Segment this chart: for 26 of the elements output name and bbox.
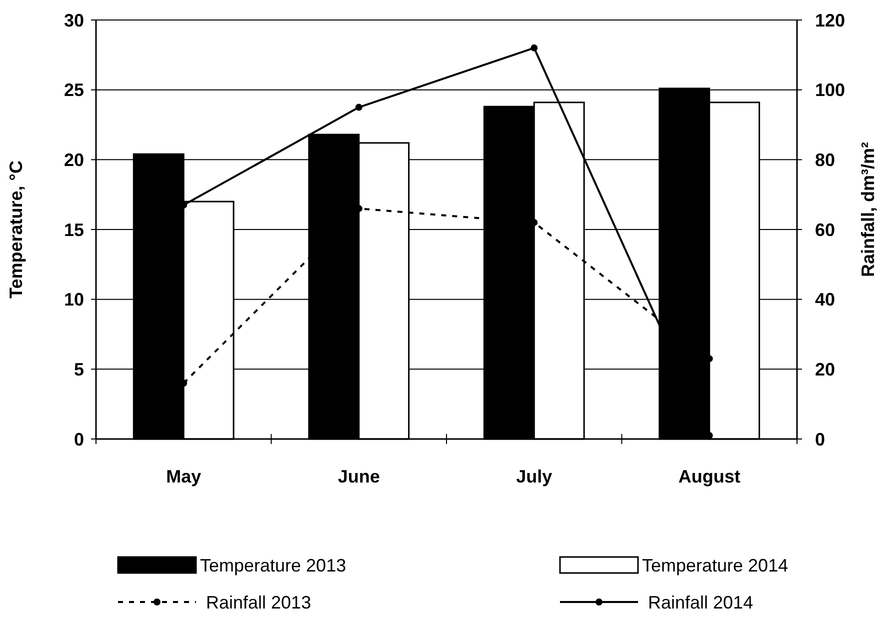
y-tick-label: 10 <box>64 290 84 310</box>
point <box>355 104 362 111</box>
y2-tick-label: 60 <box>815 220 836 240</box>
y2-tick-label: 40 <box>815 290 836 310</box>
y-tick-label: 25 <box>64 80 84 100</box>
legend-label: Temperature 2014 <box>642 555 788 576</box>
x-tick-label: July <box>516 466 552 486</box>
y-tick-label: 30 <box>64 10 84 30</box>
y-tick-label: 0 <box>74 429 84 450</box>
y2-axis-title: Rainfall, dm³/m² <box>858 142 878 278</box>
x-tick-label: August <box>678 466 740 486</box>
x-tick-label: June <box>338 466 380 486</box>
y2-tick-label: 120 <box>815 10 846 30</box>
y2-tick-label: 20 <box>815 359 836 380</box>
legend-label: Rainfall 2014 <box>648 592 754 612</box>
point <box>530 44 538 52</box>
y-tick-label: 5 <box>74 359 84 380</box>
legend-label: Rainfall 2013 <box>206 592 312 612</box>
legend-label: Temperature 2013 <box>200 555 346 576</box>
y-axis-title: Temperature, °C <box>6 160 26 298</box>
y2-tick-label: 0 <box>815 429 826 450</box>
y2-tick-label: 80 <box>815 150 836 170</box>
y-tick-label: 20 <box>64 150 84 170</box>
y2-tick-label: 100 <box>815 80 846 100</box>
x-tick-label: May <box>166 466 202 486</box>
y-tick-label: 15 <box>64 220 84 240</box>
